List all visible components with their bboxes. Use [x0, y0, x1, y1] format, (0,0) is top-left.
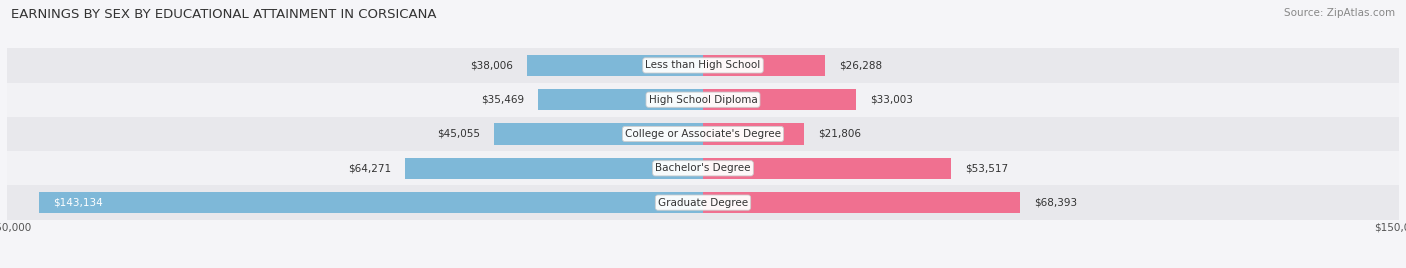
Bar: [7, 117, 1399, 151]
Text: $143,134: $143,134: [53, 198, 103, 208]
Bar: [7, 48, 1399, 83]
Bar: [703, 158, 952, 179]
Text: Graduate Degree: Graduate Degree: [658, 198, 748, 208]
Bar: [538, 89, 703, 110]
Text: $26,288: $26,288: [839, 60, 882, 70]
Bar: [703, 55, 825, 76]
Bar: [7, 185, 1399, 220]
Bar: [703, 192, 1021, 213]
Text: $68,393: $68,393: [1035, 198, 1077, 208]
Bar: [494, 123, 703, 145]
Text: $21,806: $21,806: [818, 129, 860, 139]
Text: Source: ZipAtlas.com: Source: ZipAtlas.com: [1284, 8, 1395, 18]
Text: High School Diploma: High School Diploma: [648, 95, 758, 105]
Bar: [7, 151, 1399, 185]
Text: Less than High School: Less than High School: [645, 60, 761, 70]
Text: $33,003: $33,003: [870, 95, 912, 105]
Text: $38,006: $38,006: [470, 60, 513, 70]
Text: $64,271: $64,271: [347, 163, 391, 173]
Text: College or Associate's Degree: College or Associate's Degree: [626, 129, 780, 139]
Bar: [527, 55, 703, 76]
Text: $45,055: $45,055: [437, 129, 479, 139]
Text: Bachelor's Degree: Bachelor's Degree: [655, 163, 751, 173]
Bar: [7, 83, 1399, 117]
Bar: [703, 123, 804, 145]
Bar: [405, 158, 703, 179]
Bar: [703, 89, 856, 110]
Text: $53,517: $53,517: [966, 163, 1008, 173]
Bar: [39, 192, 703, 213]
Text: EARNINGS BY SEX BY EDUCATIONAL ATTAINMENT IN CORSICANA: EARNINGS BY SEX BY EDUCATIONAL ATTAINMEN…: [11, 8, 437, 21]
Text: $35,469: $35,469: [481, 95, 524, 105]
